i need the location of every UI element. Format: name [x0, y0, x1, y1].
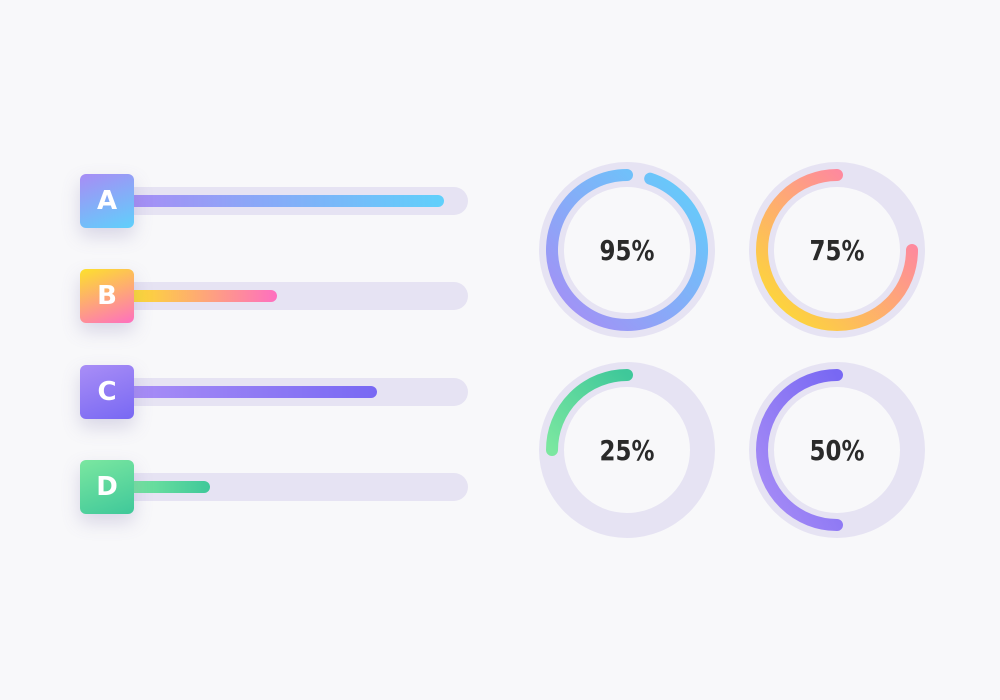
- ring-chart-4: 50%: [749, 362, 925, 538]
- badge-b: B: [80, 269, 134, 323]
- badge-c: C: [80, 365, 134, 419]
- ring-center: [564, 187, 690, 313]
- badge-letter: D: [96, 472, 118, 502]
- ring-center: [564, 387, 690, 513]
- ring-chart-3: 25%: [539, 362, 715, 538]
- ring-chart-2: 75%: [749, 162, 925, 338]
- progress-row-b: B: [80, 269, 470, 323]
- progress-row-a: A: [80, 174, 470, 228]
- ring-graphic: [749, 362, 925, 538]
- ring-value-label: 50%: [809, 433, 865, 467]
- ring-chart-1: 95%: [539, 162, 715, 338]
- ring-graphic: [749, 162, 925, 338]
- badge-a: A: [80, 174, 134, 228]
- ring-center: [774, 387, 900, 513]
- progress-row-d: D: [80, 460, 470, 514]
- badge-d: D: [80, 460, 134, 514]
- ring-center: [774, 187, 900, 313]
- ring-graphic: [539, 162, 715, 338]
- progress-fill: [126, 481, 210, 493]
- progress-fill: [126, 290, 277, 302]
- ring-progress-arc: [546, 369, 633, 456]
- badge-letter: A: [96, 186, 118, 216]
- badge-letter: C: [97, 377, 117, 407]
- ring-value-label: 75%: [809, 233, 865, 267]
- progress-fill: [126, 195, 444, 207]
- progress-fill: [126, 386, 377, 398]
- ring-graphic: [539, 362, 715, 538]
- ring-value-label: 25%: [599, 433, 655, 467]
- ring-progress-arc: [756, 169, 918, 331]
- progress-row-c: C: [80, 365, 470, 419]
- ring-value-label: 95%: [599, 233, 655, 267]
- badge-letter: B: [97, 281, 117, 311]
- ring-progress-arc: [546, 169, 708, 331]
- ring-progress-arc: [756, 369, 843, 531]
